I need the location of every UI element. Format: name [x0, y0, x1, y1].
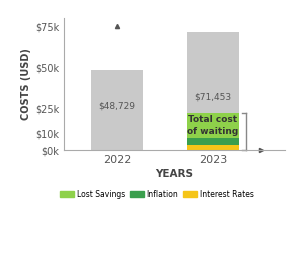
Bar [187, 32, 239, 113]
Text: $48,729: $48,729 [99, 101, 136, 110]
X-axis label: YEARS: YEARS [156, 169, 194, 179]
Text: $71,453: $71,453 [194, 92, 232, 101]
Legend: Lost Savings, Inflation, Interest Rates: Lost Savings, Inflation, Interest Rates [57, 187, 257, 202]
Bar [187, 145, 239, 150]
Y-axis label: COSTS (USD): COSTS (USD) [21, 48, 31, 120]
Text: Total cost
of waiting: Total cost of waiting [188, 115, 239, 136]
Bar [91, 69, 143, 150]
Bar [187, 113, 239, 138]
Bar [187, 138, 239, 145]
